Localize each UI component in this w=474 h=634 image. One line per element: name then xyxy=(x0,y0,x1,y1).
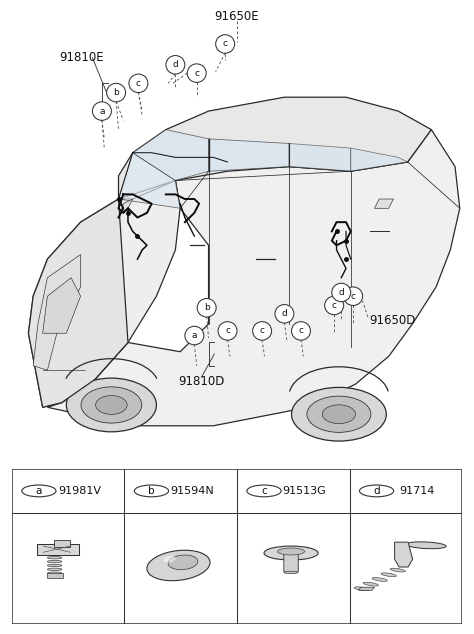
Ellipse shape xyxy=(47,560,62,563)
Circle shape xyxy=(325,296,344,314)
Text: 91594N: 91594N xyxy=(170,486,214,496)
Ellipse shape xyxy=(406,542,446,548)
Circle shape xyxy=(129,74,148,93)
Circle shape xyxy=(107,83,126,102)
Circle shape xyxy=(275,304,294,323)
Polygon shape xyxy=(33,254,81,370)
Text: d: d xyxy=(338,288,344,297)
Ellipse shape xyxy=(277,548,304,555)
Polygon shape xyxy=(28,199,128,407)
Text: c: c xyxy=(260,327,264,335)
Circle shape xyxy=(92,102,111,120)
Text: d: d xyxy=(173,60,178,69)
Polygon shape xyxy=(358,587,374,590)
Ellipse shape xyxy=(307,396,371,432)
Text: 91650E: 91650E xyxy=(215,10,259,23)
Ellipse shape xyxy=(354,587,369,591)
Ellipse shape xyxy=(168,555,198,570)
Ellipse shape xyxy=(264,546,318,560)
Polygon shape xyxy=(394,542,412,567)
Text: 91714: 91714 xyxy=(400,486,435,496)
Polygon shape xyxy=(133,129,209,181)
Circle shape xyxy=(134,485,169,497)
Text: c: c xyxy=(225,327,230,335)
Ellipse shape xyxy=(381,573,396,577)
Ellipse shape xyxy=(81,387,142,423)
Text: c: c xyxy=(194,68,199,77)
Ellipse shape xyxy=(96,396,127,415)
FancyBboxPatch shape xyxy=(36,544,80,555)
Ellipse shape xyxy=(372,578,387,581)
Polygon shape xyxy=(121,199,133,213)
Ellipse shape xyxy=(47,568,62,571)
Circle shape xyxy=(197,299,216,317)
Text: c: c xyxy=(351,292,356,301)
Text: c: c xyxy=(223,39,228,48)
Circle shape xyxy=(253,321,272,340)
Circle shape xyxy=(218,321,237,340)
Ellipse shape xyxy=(284,571,298,574)
Polygon shape xyxy=(351,148,408,171)
Text: d: d xyxy=(282,309,287,318)
Text: c: c xyxy=(261,486,267,496)
Text: a: a xyxy=(99,107,105,115)
Ellipse shape xyxy=(66,378,156,432)
Polygon shape xyxy=(209,139,289,171)
Text: c: c xyxy=(299,327,303,335)
Polygon shape xyxy=(289,143,351,171)
Ellipse shape xyxy=(47,557,62,559)
Text: 91650D: 91650D xyxy=(369,314,415,327)
Text: c: c xyxy=(332,301,337,310)
Text: a: a xyxy=(36,486,42,496)
Ellipse shape xyxy=(292,387,386,441)
Text: 91981V: 91981V xyxy=(58,486,101,496)
Circle shape xyxy=(22,485,56,497)
Ellipse shape xyxy=(147,550,210,581)
Text: 91513G: 91513G xyxy=(283,486,327,496)
FancyBboxPatch shape xyxy=(54,540,70,547)
Text: 91810D: 91810D xyxy=(178,375,225,389)
FancyBboxPatch shape xyxy=(46,573,63,578)
Text: b: b xyxy=(113,88,119,97)
Circle shape xyxy=(216,35,235,53)
Text: b: b xyxy=(204,303,210,313)
Polygon shape xyxy=(43,278,81,333)
Text: b: b xyxy=(148,486,155,496)
Ellipse shape xyxy=(390,568,405,572)
FancyBboxPatch shape xyxy=(12,469,462,624)
Polygon shape xyxy=(374,199,393,208)
Polygon shape xyxy=(28,181,180,407)
Text: c: c xyxy=(136,79,141,87)
Circle shape xyxy=(359,485,394,497)
Polygon shape xyxy=(47,129,460,426)
Ellipse shape xyxy=(363,582,378,586)
Circle shape xyxy=(292,321,310,340)
Ellipse shape xyxy=(47,564,62,567)
Text: 91810E: 91810E xyxy=(59,51,104,65)
Circle shape xyxy=(166,56,185,74)
Ellipse shape xyxy=(164,556,175,562)
Polygon shape xyxy=(118,97,431,199)
FancyBboxPatch shape xyxy=(284,552,298,573)
Circle shape xyxy=(332,283,351,302)
Circle shape xyxy=(344,287,363,306)
Ellipse shape xyxy=(47,572,62,574)
Ellipse shape xyxy=(322,405,356,424)
Circle shape xyxy=(187,64,206,82)
Polygon shape xyxy=(118,153,180,208)
Text: d: d xyxy=(374,486,380,496)
Circle shape xyxy=(247,485,281,497)
Circle shape xyxy=(185,327,204,345)
Text: a: a xyxy=(191,331,197,340)
